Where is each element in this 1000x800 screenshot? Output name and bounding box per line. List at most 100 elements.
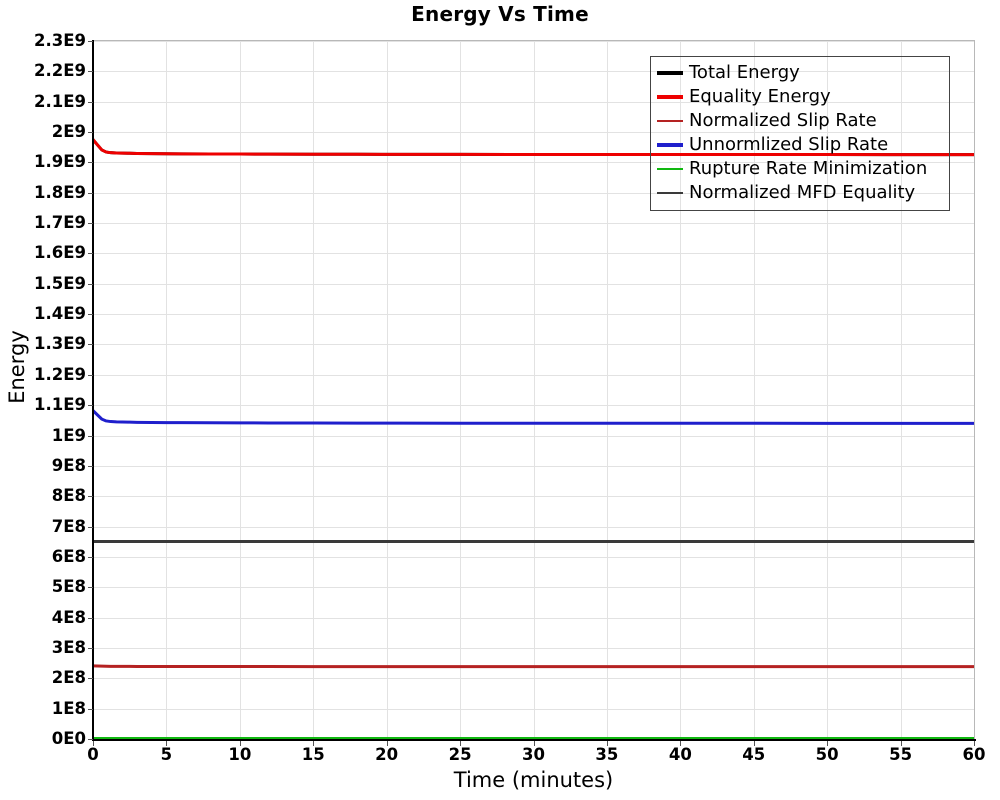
- x-tick-mark: [313, 741, 314, 746]
- y-axis-title: Energy: [5, 330, 29, 404]
- gridline-horizontal: [93, 162, 974, 163]
- x-tick-mark: [460, 741, 461, 746]
- gridline-vertical: [166, 41, 167, 739]
- x-tick-mark: [754, 741, 755, 746]
- legend-item-label: Normalized MFD Equality: [689, 182, 916, 203]
- y-tick-mark: [88, 587, 93, 588]
- gridline-horizontal: [93, 436, 974, 437]
- x-tick-mark: [166, 741, 167, 746]
- gridline-horizontal: [93, 557, 974, 558]
- chart-title: Energy Vs Time: [411, 2, 589, 26]
- y-tick-mark: [88, 739, 93, 740]
- y-tick-mark: [88, 162, 93, 163]
- x-tick-mark: [93, 741, 94, 746]
- y-tick-label: 1.2E9: [34, 364, 86, 384]
- x-tick-mark: [827, 741, 828, 746]
- y-tick-label: 1E9: [51, 425, 86, 445]
- legend-item[interactable]: Normalized Slip Rate: [657, 109, 943, 133]
- gridline-horizontal: [93, 648, 974, 649]
- y-tick-label: 3E8: [51, 637, 86, 657]
- legend-item[interactable]: Normalized MFD Equality: [657, 181, 943, 205]
- x-tick-label: 25: [448, 745, 472, 764]
- legend-color-swatch-icon: [657, 120, 683, 122]
- gridline-vertical: [827, 41, 828, 739]
- x-axis-line: [92, 739, 976, 741]
- gridline-vertical: [313, 41, 314, 739]
- series-line: [93, 664, 974, 669]
- y-tick-mark: [88, 496, 93, 497]
- x-tick-label: 10: [228, 745, 252, 764]
- y-tick-mark: [88, 284, 93, 285]
- y-tick-label: 2.3E9: [34, 31, 86, 50]
- gridline-vertical: [974, 41, 975, 739]
- y-tick-label: 7E8: [51, 516, 86, 536]
- gridline-vertical: [387, 41, 388, 739]
- chart-legend[interactable]: Total Energy Equality Energy Normalized Sl…: [650, 56, 950, 211]
- y-tick-mark: [88, 375, 93, 376]
- gridline-vertical: [534, 41, 535, 739]
- legend-color-swatch-icon: [657, 192, 683, 194]
- y-tick-label: 1E8: [51, 698, 86, 718]
- y-tick-label: 2.2E9: [34, 61, 86, 81]
- y-tick-label: 1.5E9: [34, 273, 86, 293]
- y-tick-label: 0E0: [51, 729, 86, 748]
- y-tick-mark: [88, 41, 93, 42]
- y-tick-mark: [88, 193, 93, 194]
- gridline-horizontal: [93, 193, 974, 194]
- x-tick-label: 55: [889, 745, 913, 764]
- legend-item[interactable]: Total Energy: [657, 61, 943, 85]
- gridline-horizontal: [93, 709, 974, 710]
- series-line: [93, 409, 974, 425]
- gridline-horizontal: [93, 587, 974, 588]
- y-tick-mark: [88, 132, 93, 133]
- series-line: [93, 138, 974, 157]
- x-tick-mark: [607, 741, 608, 746]
- y-tick-mark: [88, 709, 93, 710]
- y-tick-label: 1.6E9: [34, 243, 86, 263]
- x-tick-label: 40: [668, 745, 692, 764]
- y-tick-label: 6E8: [51, 546, 86, 566]
- y-tick-mark: [88, 71, 93, 72]
- y-tick-label: 1.3E9: [34, 334, 86, 354]
- legend-item-label: Rupture Rate Minimization: [689, 158, 928, 179]
- legend-item[interactable]: Rupture Rate Minimization: [657, 157, 943, 181]
- series-lines: [93, 138, 974, 739]
- y-tick-label: 1.4E9: [34, 304, 86, 324]
- legend-item[interactable]: Equality Energy: [657, 85, 943, 109]
- y-tick-label: 2E9: [51, 122, 86, 142]
- gridline-horizontal: [93, 71, 974, 72]
- y-tick-label: 4E8: [51, 607, 86, 627]
- x-tick-label: 60: [962, 745, 986, 764]
- legend-item[interactable]: Unnormlized Slip Rate: [657, 133, 943, 157]
- x-tick-mark: [534, 741, 535, 746]
- gridline-horizontal: [93, 496, 974, 497]
- gridline-vertical: [680, 41, 681, 739]
- y-tick-mark: [88, 648, 93, 649]
- y-tick-mark: [88, 223, 93, 224]
- x-tick-label: 5: [160, 745, 173, 764]
- gridline-horizontal: [93, 41, 974, 42]
- legend-item-label: Unnormlized Slip Rate: [689, 134, 889, 155]
- legend-item-label: Total Energy: [689, 62, 800, 83]
- gridline-horizontal: [93, 344, 974, 345]
- y-axis-line: [92, 40, 94, 741]
- x-tick-label: 20: [375, 745, 399, 764]
- legend-color-swatch-icon: [657, 168, 683, 170]
- y-tick-label: 1.8E9: [34, 182, 86, 202]
- y-tick-mark: [88, 344, 93, 345]
- y-tick-label: 1.9E9: [34, 152, 86, 172]
- x-tick-mark: [974, 741, 975, 746]
- y-tick-label: 5E8: [51, 577, 86, 597]
- y-tick-label: 9E8: [51, 455, 86, 475]
- gridline-vertical: [460, 41, 461, 739]
- y-tick-mark: [88, 436, 93, 437]
- y-tick-label: 8E8: [51, 486, 86, 506]
- legend-item-label: Equality Energy: [689, 86, 831, 107]
- y-tick-mark: [88, 102, 93, 103]
- x-tick-mark: [387, 741, 388, 746]
- y-tick-mark: [88, 253, 93, 254]
- y-tick-label: 1.1E9: [34, 395, 86, 415]
- gridline-vertical: [754, 41, 755, 739]
- y-tick-mark: [88, 314, 93, 315]
